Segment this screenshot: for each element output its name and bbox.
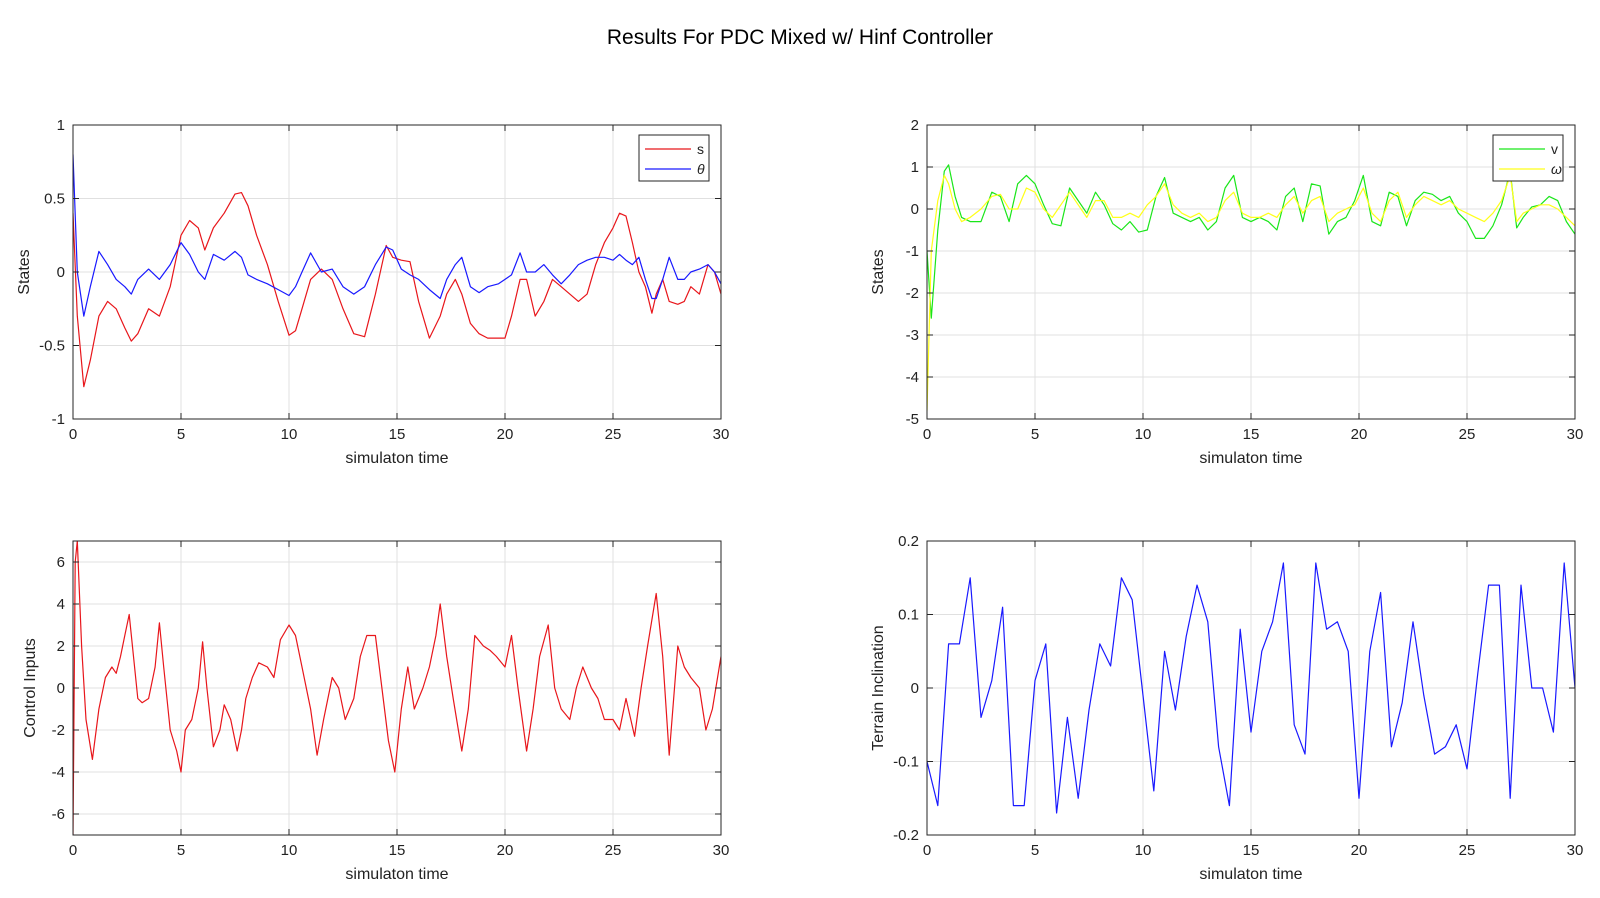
y-tick-label: -5 bbox=[906, 411, 919, 428]
x-tick-label: 10 bbox=[1135, 426, 1152, 443]
legend-label: v bbox=[1551, 141, 1558, 157]
y-axis-label: States bbox=[870, 249, 887, 294]
y-tick-label: -1 bbox=[906, 243, 919, 260]
x-axis-label: simulaton time bbox=[1199, 866, 1302, 883]
y-tick-label: 0 bbox=[57, 264, 65, 281]
legend: vω bbox=[1492, 134, 1564, 182]
x-axis-label: simulaton time bbox=[1199, 450, 1302, 467]
x-tick-label: 0 bbox=[923, 842, 931, 859]
x-tick-label: 15 bbox=[1243, 426, 1260, 443]
subplot-2: 0 5 10 15 20 25 30 -5 -4 -3 -2 -1 0 1 2 simulaton time S… bbox=[870, 117, 1583, 467]
x-tick-label: 30 bbox=[1567, 842, 1584, 859]
series-line-theta bbox=[927, 174, 1575, 411]
x-tick-label: 30 bbox=[1567, 426, 1584, 443]
y-tick-label: 2 bbox=[57, 638, 65, 655]
x-tick-label: 5 bbox=[177, 842, 185, 859]
y-tick-label: 0.1 bbox=[898, 607, 919, 624]
legend-label: ω bbox=[1551, 161, 1562, 177]
subplot-1: 0 5 10 15 20 25 30 -1 -0.5 0 0.5 1 simulaton time Sta… bbox=[16, 117, 729, 467]
x-tick-label: 30 bbox=[713, 842, 730, 859]
x-tick-label: 25 bbox=[1459, 426, 1476, 443]
x-tick-label: 15 bbox=[389, 426, 406, 443]
series-line-data bbox=[927, 562, 1575, 814]
subplot-4: 0 5 10 15 20 25 30 -0.2 -0.1 0 0.1 0.2 simulaton tim… bbox=[870, 533, 1583, 883]
y-tick-label: -1 bbox=[52, 411, 65, 428]
y-tick-label: -0.5 bbox=[39, 338, 65, 355]
y-tick-label: -2 bbox=[906, 285, 919, 302]
legend-label: s bbox=[697, 141, 704, 157]
legend-box bbox=[638, 134, 710, 182]
x-tick-label: 30 bbox=[713, 426, 730, 443]
y-tick-label: 6 bbox=[57, 554, 65, 571]
x-axis-label: simulaton time bbox=[345, 866, 448, 883]
legend-label: θ bbox=[697, 161, 705, 177]
legend: sθ bbox=[638, 134, 710, 182]
x-tick-label: 25 bbox=[605, 842, 622, 859]
subplot-3: 0 5 10 15 20 25 30 -6 -4 -2 0 2 4 6 simulaton time Cont… bbox=[22, 540, 730, 883]
x-tick-label: 20 bbox=[1351, 426, 1368, 443]
y-tick-label: 0.2 bbox=[898, 533, 919, 550]
y-tick-label: 1 bbox=[57, 117, 65, 134]
y-tick-label: 0.5 bbox=[44, 191, 65, 208]
x-tick-label: 25 bbox=[1459, 842, 1476, 859]
series-line-s bbox=[73, 192, 721, 388]
y-tick-label: -4 bbox=[52, 764, 65, 781]
x-tick-label: 10 bbox=[1135, 842, 1152, 859]
y-tick-label: 4 bbox=[57, 596, 65, 613]
figure-title: Results For PDC Mixed w/ Hinf Controller bbox=[606, 26, 994, 49]
legend-box bbox=[1492, 134, 1564, 182]
x-tick-label: 0 bbox=[923, 426, 931, 443]
y-tick-label: -0.1 bbox=[893, 754, 919, 771]
y-tick-label: 0 bbox=[911, 680, 919, 697]
series-line-theta bbox=[73, 154, 721, 317]
series-line-v bbox=[927, 164, 1575, 319]
x-tick-label: 5 bbox=[1031, 842, 1039, 859]
y-tick-label: -0.2 bbox=[893, 827, 919, 844]
series-line-data bbox=[73, 541, 721, 835]
y-axis-label: Terrain Inclination bbox=[870, 625, 887, 750]
y-axis-label: States bbox=[16, 249, 33, 294]
x-tick-label: 20 bbox=[1351, 842, 1368, 859]
x-tick-label: 10 bbox=[281, 842, 298, 859]
x-tick-label: 15 bbox=[389, 842, 406, 859]
y-tick-label: -4 bbox=[906, 369, 919, 386]
y-axis-label: Control Inputs bbox=[22, 638, 39, 738]
y-tick-label: -3 bbox=[906, 327, 919, 344]
y-tick-label: 1 bbox=[911, 159, 919, 176]
x-tick-label: 0 bbox=[69, 426, 77, 443]
y-tick-label: -2 bbox=[52, 722, 65, 739]
x-axis-label: simulaton time bbox=[345, 450, 448, 467]
x-tick-label: 5 bbox=[1031, 426, 1039, 443]
y-tick-label: 0 bbox=[911, 201, 919, 218]
x-tick-label: 15 bbox=[1243, 842, 1260, 859]
x-tick-label: 25 bbox=[605, 426, 622, 443]
y-tick-label: 2 bbox=[911, 117, 919, 134]
x-tick-label: 20 bbox=[497, 426, 514, 443]
x-tick-label: 10 bbox=[281, 426, 298, 443]
y-tick-label: -6 bbox=[52, 806, 65, 823]
y-tick-label: 0 bbox=[57, 680, 65, 697]
x-tick-label: 0 bbox=[69, 842, 77, 859]
x-tick-label: 5 bbox=[177, 426, 185, 443]
x-tick-label: 20 bbox=[497, 842, 514, 859]
